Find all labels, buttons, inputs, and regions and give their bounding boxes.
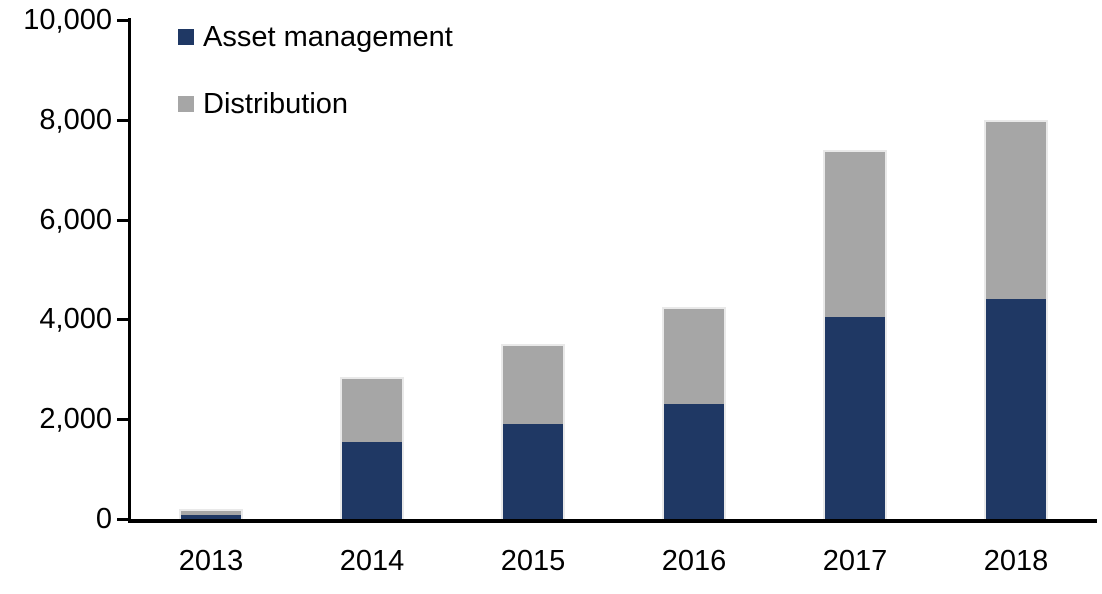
- bar-segment-asset-management-2017: [825, 317, 885, 519]
- y-tick-label-0: 0: [95, 503, 112, 535]
- y-tick-0: [117, 518, 130, 521]
- bar-segment-asset-management-2015: [503, 424, 563, 519]
- y-tick-4000: [117, 318, 130, 322]
- bar-segment-distribution-2017: [825, 152, 885, 317]
- bar-segment-distribution-2018: [986, 122, 1046, 299]
- bar-segment-distribution-2014: [342, 379, 402, 442]
- y-tick-8000: [117, 118, 130, 122]
- x-axis-line: [128, 519, 1097, 523]
- bar-segment-asset-management-2014: [342, 442, 402, 519]
- x-tick-label-2018: 2018: [983, 545, 1049, 577]
- bar-2016: [662, 307, 726, 519]
- x-tick-label-2013: 2013: [178, 545, 244, 577]
- legend-item-distribution: Distribution: [178, 87, 453, 121]
- bar-2017: [823, 150, 887, 519]
- y-axis-line: [128, 18, 131, 523]
- y-tick-6000: [117, 218, 130, 222]
- legend-label-distribution: Distribution: [203, 87, 349, 120]
- bar-segment-asset-management-2018: [986, 299, 1046, 519]
- y-tick-label-4000: 4,000: [39, 303, 112, 336]
- legend-swatch-distribution: [178, 96, 194, 112]
- y-tick-2000: [117, 418, 130, 422]
- bar-segment-distribution-2015: [503, 346, 563, 424]
- legend-item-asset-management: Asset management: [178, 20, 453, 54]
- y-tick-label-2000: 2,000: [39, 403, 112, 436]
- x-tick-label-2014: 2014: [339, 545, 405, 577]
- y-tick-10000: [117, 19, 130, 22]
- legend-label-asset-management: Asset management: [203, 20, 453, 53]
- bar-segment-asset-management-2016: [664, 404, 724, 519]
- bar-segment-asset-management-2013: [181, 515, 241, 519]
- bar-2015: [501, 344, 565, 519]
- bar-2014: [340, 377, 404, 519]
- bar-segment-distribution-2013: [181, 511, 241, 515]
- x-tick-label-2015: 2015: [500, 545, 566, 577]
- bar-2018: [984, 120, 1048, 519]
- legend: Asset management Distribution: [178, 20, 453, 121]
- y-tick-label-10000: 10,000: [23, 4, 112, 36]
- y-tick-label-6000: 6,000: [39, 203, 112, 236]
- x-tick-label-2016: 2016: [661, 545, 727, 577]
- x-tick-label-2017: 2017: [822, 545, 888, 577]
- legend-swatch-asset-management: [178, 29, 194, 45]
- bar-2013: [179, 509, 243, 519]
- bar-segment-distribution-2016: [664, 309, 724, 404]
- y-tick-label-8000: 8,000: [39, 103, 112, 136]
